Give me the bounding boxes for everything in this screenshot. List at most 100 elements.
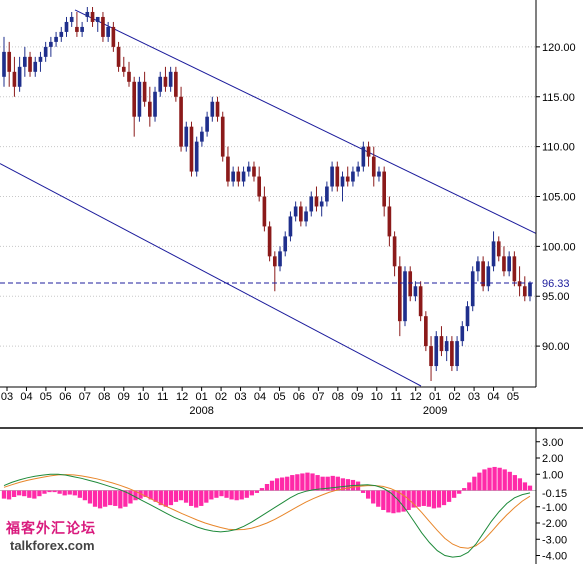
macd-histogram-bar <box>320 476 325 491</box>
candle-body <box>33 61 38 72</box>
macd-histogram-bar <box>376 490 381 507</box>
macd-histogram-bar <box>128 490 133 504</box>
macd-histogram-bar <box>522 482 528 491</box>
macd-histogram-bar <box>194 490 199 508</box>
candle-body <box>387 206 392 237</box>
candle-body <box>101 16 105 37</box>
candle-body <box>309 196 314 212</box>
candle-body <box>397 266 402 322</box>
candle-body <box>23 56 27 67</box>
macd-histogram-bar <box>11 490 17 497</box>
x-tick-label: 05 <box>273 391 285 403</box>
time-axis: 03 04 05 06 07 08 09 10 11 12 01 02 03 04 05 06 07 08 09 10… <box>0 386 583 429</box>
candle-body <box>450 341 454 367</box>
x-tick-label: 04 <box>487 391 499 403</box>
macd-histogram-bar <box>269 480 275 491</box>
macd-histogram-bar <box>178 490 184 501</box>
macd-histogram-bar <box>148 490 153 500</box>
macd-histogram-bar <box>254 490 260 493</box>
x-tick-label: 08 <box>332 391 344 403</box>
candle-body <box>121 66 126 72</box>
candle-body <box>528 283 532 297</box>
macd-line <box>3 473 531 558</box>
macd-histogram-bar <box>259 488 265 491</box>
price-y-axis: 120.00 115.00 110.00 105.00 100.00 95.00 90.00 <box>536 42 576 353</box>
candle-body <box>403 271 407 322</box>
candle-body <box>231 171 235 182</box>
x-tick-label: 02 <box>448 391 460 403</box>
candle-body <box>491 241 496 267</box>
x-tick-label: 07 <box>79 391 91 403</box>
x-tick-label: 03 <box>1 391 13 403</box>
candle-body <box>325 186 329 202</box>
x-tick-label: 06 <box>293 391 305 403</box>
macd-histogram-bar <box>467 482 472 491</box>
current-level-marker <box>536 276 583 289</box>
macd-histogram-bar <box>487 467 492 491</box>
macd-histogram-bar <box>472 476 477 491</box>
price-y-tick-label: 105.00 <box>542 191 576 203</box>
x-year-labels: 2008 2009 <box>189 405 447 417</box>
macd-y-tick-label: -1.00 <box>542 502 567 514</box>
candle-body <box>200 131 204 142</box>
candle-body <box>424 316 428 347</box>
x-tick-label: 05 <box>40 391 52 403</box>
candle-body <box>205 116 209 132</box>
macd-histogram-bar <box>224 490 229 498</box>
macd-histogram-bar <box>163 490 168 507</box>
macd-histogram-bar <box>300 473 305 491</box>
x-tick-label: 03 <box>234 391 246 403</box>
candle-body <box>142 81 147 102</box>
candle-body <box>278 251 282 267</box>
macd-histogram-bar <box>204 490 209 503</box>
candle-body <box>345 176 350 182</box>
price-y-tick-label: 120.00 <box>542 42 576 54</box>
macd-histogram-bar <box>512 475 517 491</box>
macd-histogram-bar <box>199 490 204 506</box>
candle-body <box>429 346 433 367</box>
macd-histogram-bar <box>244 490 249 498</box>
macd-histogram-bar <box>108 490 113 506</box>
candle-body <box>502 256 506 272</box>
candle-body <box>7 51 12 72</box>
candle-body <box>28 56 32 72</box>
macd-histogram-bar <box>371 490 376 504</box>
candle-body <box>262 196 267 227</box>
candle-body <box>95 16 100 22</box>
macd-histogram-bar <box>118 490 123 509</box>
macd-histogram-bar <box>214 490 219 498</box>
watermark-logo: 福客外汇论坛 talkforex.com <box>6 518 126 558</box>
candle-body <box>85 11 90 17</box>
macd-histogram-bar <box>22 490 27 497</box>
macd-histogram-bar <box>497 467 502 491</box>
macd-histogram-bar <box>67 490 72 495</box>
candle-body <box>444 341 449 352</box>
candle-body <box>59 31 64 37</box>
macd-histogram-bar <box>72 490 77 496</box>
macd-y-tick-label: -2.00 <box>542 518 567 530</box>
macd-y-tick-label: 1.00 <box>542 469 563 481</box>
macd-histogram-bar <box>143 490 148 497</box>
x-tick-label: 10 <box>371 391 383 403</box>
macd-histogram-bar <box>285 476 290 491</box>
candle-body <box>215 101 220 117</box>
candle-body <box>132 81 137 117</box>
macd-histogram-bar <box>446 490 452 502</box>
macd-y-tick-label: -3.00 <box>542 534 567 546</box>
candle-body <box>392 236 397 267</box>
candle-body <box>168 71 173 87</box>
macd-histogram-bar <box>17 490 22 496</box>
candle-body <box>137 81 142 117</box>
macd-histogram-bar <box>401 490 406 512</box>
candle-body <box>366 146 371 157</box>
channel-line <box>0 163 422 387</box>
macd-histogram-bar <box>113 490 118 506</box>
candle-body <box>111 26 116 47</box>
x-tick-label: 01 <box>195 391 207 403</box>
candle-body <box>17 66 22 87</box>
candle-body <box>361 146 366 167</box>
macd-histogram-bar <box>219 490 224 497</box>
x-tick-label: 09 <box>351 391 363 403</box>
macd-level-marker <box>536 486 583 499</box>
macd-histogram-bar <box>47 490 52 493</box>
